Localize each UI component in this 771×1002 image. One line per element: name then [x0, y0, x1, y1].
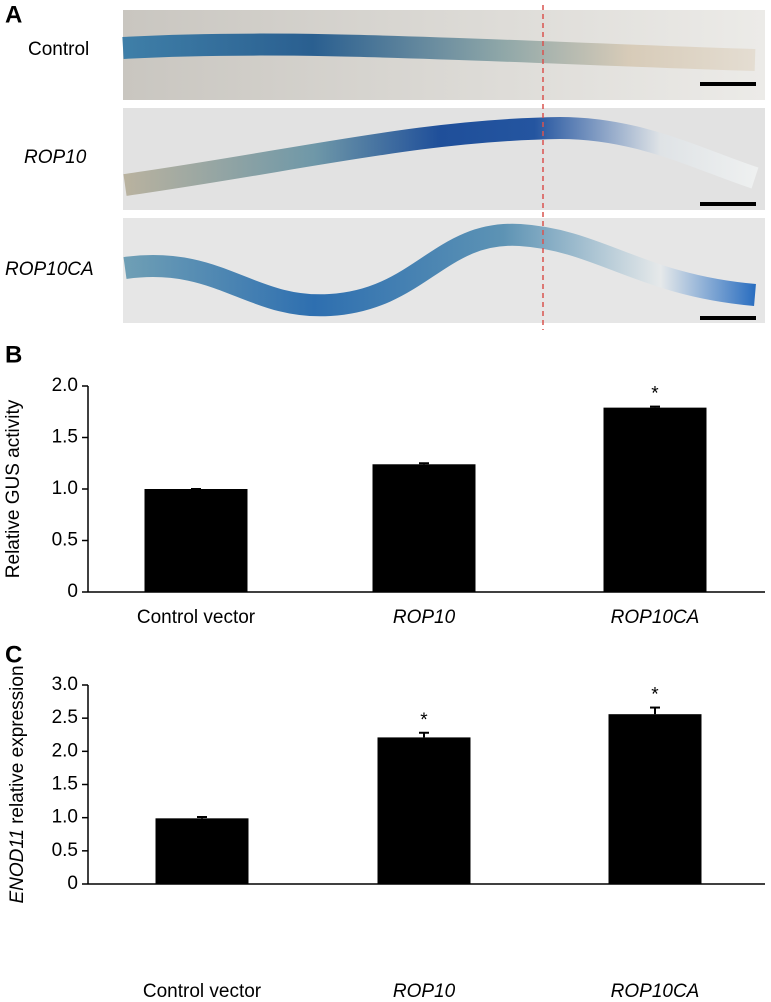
x-tick-label: ROP10CA	[611, 607, 700, 628]
x-tick-label: ROP10	[393, 607, 456, 628]
row-label: ROP10	[24, 147, 87, 168]
scale-bar	[700, 202, 756, 206]
y-tick-label: 0	[67, 581, 78, 602]
y-tick-label: 0.5	[52, 530, 78, 551]
y-tick-label: 2.0	[52, 375, 78, 396]
y-tick-label: 1.5	[52, 774, 78, 795]
y-tick-label: 1.0	[52, 478, 78, 499]
panel-label: C	[5, 641, 22, 668]
bar	[608, 714, 702, 884]
x-tick-label: ROP10	[393, 981, 456, 1002]
bar	[377, 737, 471, 884]
scale-bar	[700, 82, 756, 86]
root-images	[122, 5, 765, 330]
panel-label: A	[5, 1, 22, 28]
x-tick-label: ROP10CA	[611, 981, 700, 1002]
y-axis-label-text: relative expression	[7, 665, 28, 823]
y-tick-label: 3.0	[52, 674, 78, 695]
significance-mark: *	[420, 710, 428, 731]
significance-mark: *	[651, 685, 659, 706]
y-axis-label: ENOD11 relative expression	[7, 665, 28, 903]
root	[123, 223, 756, 317]
row-label: ROP10CA	[5, 259, 94, 280]
y-tick-label: 1.5	[52, 427, 78, 448]
root-photo	[123, 108, 765, 210]
row-label: Control	[28, 39, 89, 60]
y-tick-label: 1.0	[52, 807, 78, 828]
y-axis-label: Relative GUS activity	[3, 399, 24, 578]
y-tick-label: 0.5	[52, 840, 78, 861]
significance-mark: *	[651, 384, 659, 405]
root	[122, 33, 756, 71]
bar	[603, 407, 707, 592]
bar	[155, 818, 249, 884]
y-tick-label: 0	[67, 873, 78, 894]
bar	[372, 464, 476, 592]
x-tick-label: Control vector	[137, 607, 256, 628]
root	[123, 116, 759, 196]
y-tick-label: 2.0	[52, 740, 78, 761]
panel-label: B	[5, 341, 22, 368]
y-tick-label: 2.5	[52, 707, 78, 728]
x-tick-label: Control vector	[143, 981, 262, 1002]
y-axis-label-italic: ENOD11	[7, 829, 28, 904]
bar	[144, 489, 248, 592]
scale-bar	[700, 316, 756, 320]
